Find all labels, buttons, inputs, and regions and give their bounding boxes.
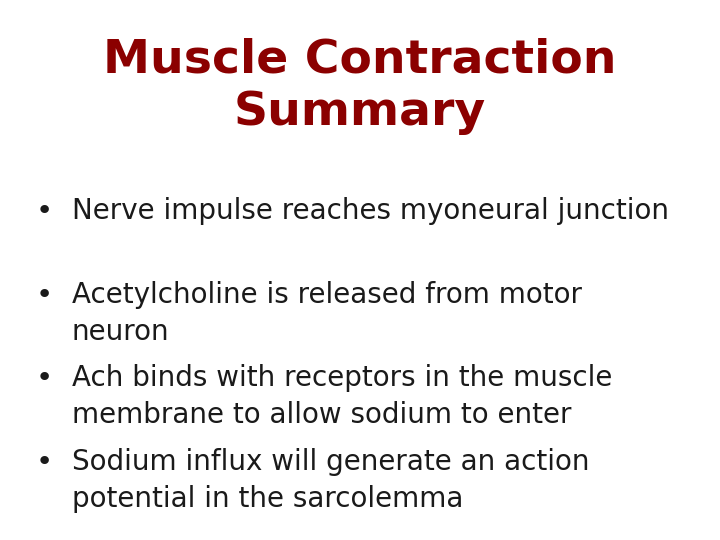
Text: •: • <box>36 448 53 476</box>
Text: Muscle Contraction
Summary: Muscle Contraction Summary <box>103 38 617 135</box>
Text: potential in the sarcolemma: potential in the sarcolemma <box>72 485 464 513</box>
Text: Sodium influx will generate an action: Sodium influx will generate an action <box>72 448 590 476</box>
Text: Acetylcholine is released from motor: Acetylcholine is released from motor <box>72 281 582 309</box>
Text: •: • <box>36 197 53 225</box>
Text: membrane to allow sodium to enter: membrane to allow sodium to enter <box>72 401 572 429</box>
Text: •: • <box>36 364 53 393</box>
Text: •: • <box>36 281 53 309</box>
Text: Nerve impulse reaches myoneural junction: Nerve impulse reaches myoneural junction <box>72 197 669 225</box>
Text: Ach binds with receptors in the muscle: Ach binds with receptors in the muscle <box>72 364 613 393</box>
Text: neuron: neuron <box>72 318 170 346</box>
